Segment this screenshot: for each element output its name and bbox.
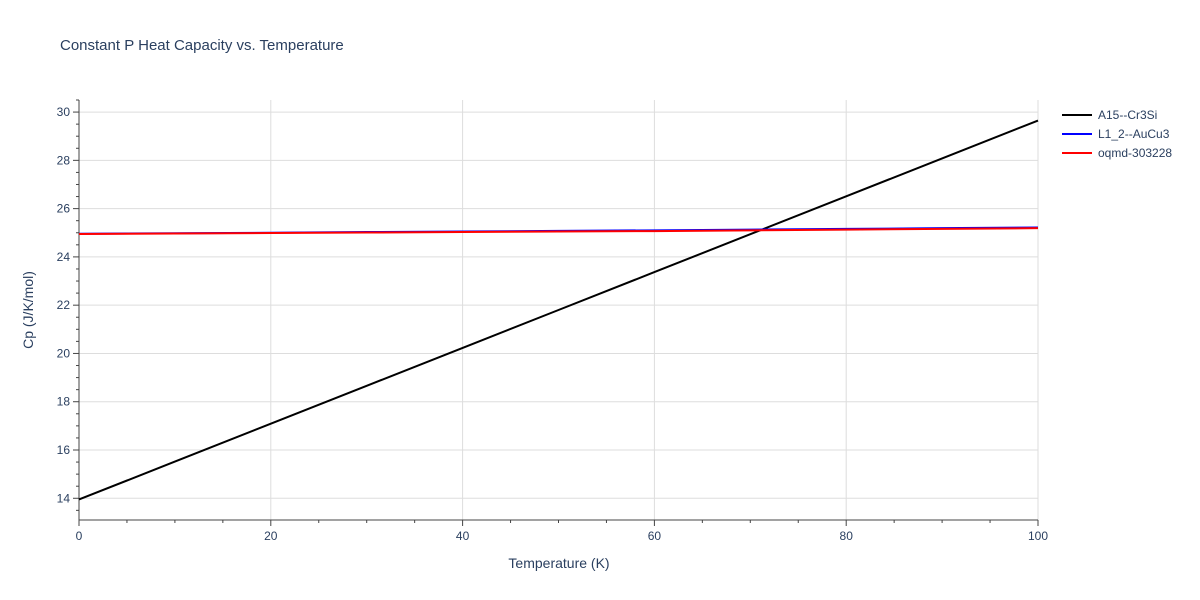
y-tick-label: 18	[57, 395, 71, 409]
legend-item[interactable]: L1_2--AuCu3	[1062, 127, 1170, 141]
x-tick-label: 0	[76, 529, 83, 543]
x-tick-label: 20	[264, 529, 278, 543]
x-tick-label: 40	[456, 529, 470, 543]
y-tick-label: 14	[57, 491, 71, 505]
y-tick-label: 24	[57, 250, 71, 264]
x-tick-label: 80	[840, 529, 854, 543]
chart-title: Constant P Heat Capacity vs. Temperature	[60, 37, 344, 54]
legend-item[interactable]: oqmd-303228	[1062, 146, 1172, 160]
y-tick-label: 22	[57, 298, 71, 312]
series-line-3	[78, 227, 1039, 235]
legend-label: A15--Cr3Si	[1098, 108, 1157, 122]
y-tick-label: 20	[57, 346, 71, 360]
legend-label: oqmd-303228	[1098, 146, 1172, 160]
legend[interactable]: A15--Cr3Si L1_2--AuCu3 oqmd-303228	[1062, 108, 1172, 160]
y-tick-label: 16	[57, 443, 71, 457]
axes-layer: 0 20 40 60 80 100 14 16 18 20 22 24 26 28 30	[57, 99, 1048, 543]
grid-layer	[79, 100, 1039, 520]
x-tick-label: 60	[648, 529, 662, 543]
legend-item[interactable]: A15--Cr3Si	[1062, 108, 1157, 122]
x-tick-label: 100	[1028, 529, 1048, 543]
y-tick-label: 26	[57, 202, 71, 216]
y-axis-title: Cp (J/K/mol)	[20, 271, 36, 349]
y-tick-label: 30	[57, 105, 71, 119]
x-axis-title: Temperature (K)	[508, 555, 609, 571]
series-layer	[78, 119, 1039, 501]
y-tick-label: 28	[57, 153, 71, 167]
legend-label: L1_2--AuCu3	[1098, 127, 1170, 141]
series-line-1	[78, 119, 1039, 501]
